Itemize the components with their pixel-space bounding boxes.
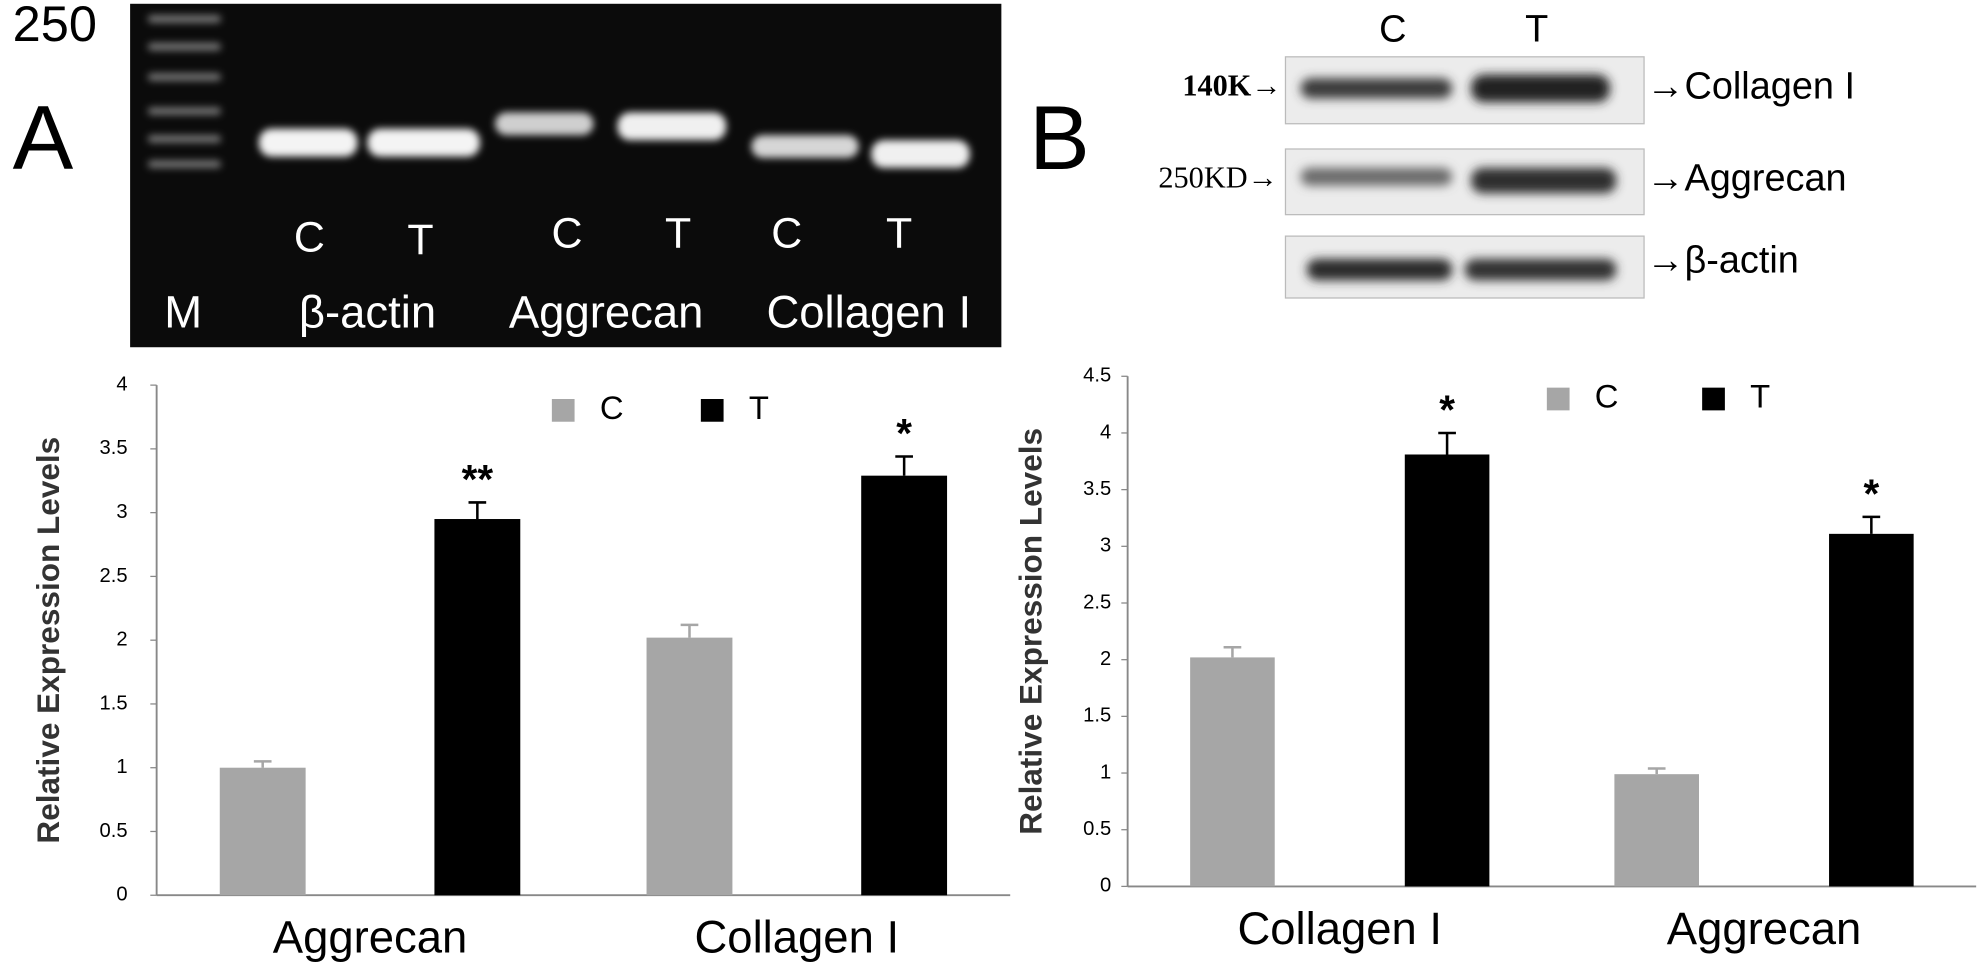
gel-background bbox=[130, 3, 1002, 348]
y-tick-label: 2 bbox=[116, 629, 127, 651]
bar bbox=[1404, 454, 1490, 887]
significance-mark: * bbox=[896, 410, 912, 456]
error-bar bbox=[1647, 767, 1666, 775]
gene-label: M bbox=[164, 287, 202, 338]
y-tick-label: 2.5 bbox=[1083, 591, 1111, 613]
panel-label-bg bbox=[6, 88, 85, 190]
gene-label: Aggrecan bbox=[509, 287, 704, 338]
error-bar bbox=[895, 455, 913, 476]
bar bbox=[1614, 774, 1699, 887]
y-tick-label: 4 bbox=[1100, 421, 1111, 443]
legend-swatch bbox=[551, 399, 575, 422]
y-tick-label: 0 bbox=[1100, 875, 1111, 897]
error-bar bbox=[1223, 645, 1242, 658]
panel-label: B bbox=[1029, 88, 1090, 189]
bar bbox=[1829, 533, 1914, 887]
bar bbox=[1190, 657, 1275, 887]
gel-a: 250 A C T C T C T M β-actin Aggrecan Col… bbox=[6, 0, 1002, 348]
y-tick-label: 4.5 bbox=[1083, 365, 1111, 387]
error-bar bbox=[680, 623, 699, 638]
lane-label: T bbox=[1525, 9, 1548, 51]
y-tick-label: 3.5 bbox=[1083, 478, 1111, 500]
x-tick-label: Collagen I bbox=[1237, 903, 1442, 954]
size-label: 250KD→ bbox=[1158, 161, 1278, 195]
significance-mark: ** bbox=[462, 456, 494, 502]
y-tick-label: 2 bbox=[1100, 648, 1111, 670]
blot-b: B C T 140K→ 250KD→ →Collagen I →Aggrecan… bbox=[1029, 9, 1855, 299]
panel-label: A bbox=[13, 88, 74, 189]
gene-label: β-actin bbox=[299, 287, 436, 338]
lane-label: C bbox=[294, 213, 325, 261]
ladder bbox=[147, 15, 222, 168]
significance-mark: * bbox=[1439, 386, 1455, 432]
bar bbox=[219, 767, 306, 896]
y-tick-label: 4 bbox=[116, 373, 127, 395]
blot-bands bbox=[1300, 74, 1617, 281]
gene-label: Collagen I bbox=[766, 287, 971, 338]
lane-label: C bbox=[552, 209, 583, 257]
bar bbox=[861, 475, 948, 896]
y-tick-label: 1 bbox=[1100, 761, 1111, 783]
legend-label: T bbox=[1750, 378, 1770, 415]
lane-label: T bbox=[886, 209, 912, 257]
protein-label: →Collagen I bbox=[1647, 65, 1855, 107]
y-tick-label: 0 bbox=[116, 884, 127, 906]
lane-labels: C T C T C T bbox=[294, 209, 912, 263]
significance-mark: * bbox=[1863, 470, 1879, 516]
marker-label: 250 bbox=[13, 0, 97, 52]
gel-bands bbox=[258, 112, 970, 168]
protein-label: →β-actin bbox=[1647, 240, 1799, 282]
error-bar bbox=[468, 501, 487, 520]
y-axis-label: Relative Expression Levels bbox=[30, 437, 66, 844]
legend-label: C bbox=[1595, 378, 1619, 415]
x-tick-label: Aggrecan bbox=[1667, 903, 1862, 954]
lane-label: T bbox=[407, 216, 433, 264]
legend-swatch bbox=[1546, 387, 1570, 411]
y-tick-label: 3 bbox=[116, 501, 127, 523]
x-tick-label: Collagen I bbox=[695, 912, 900, 963]
legend-label: T bbox=[749, 389, 769, 426]
legend-label: C bbox=[600, 389, 624, 426]
y-tick-label: 1.5 bbox=[1083, 705, 1111, 727]
y-tick-label: 1.5 bbox=[100, 692, 128, 714]
y-tick-label: 1 bbox=[116, 756, 127, 778]
gene-labels: M β-actin Aggrecan Collagen I bbox=[164, 287, 971, 338]
lane-label: T bbox=[665, 209, 691, 257]
protein-label: →Aggrecan bbox=[1647, 158, 1847, 200]
legend-swatch bbox=[700, 399, 724, 422]
size-label: 140K→ bbox=[1182, 68, 1281, 102]
lane-label: C bbox=[1379, 9, 1406, 51]
error-bar bbox=[1862, 515, 1881, 534]
y-tick-label: 3.5 bbox=[100, 437, 128, 459]
y-tick-label: 0.5 bbox=[100, 820, 128, 842]
legend-swatch bbox=[1702, 387, 1725, 411]
lane-label: C bbox=[771, 209, 802, 257]
error-bar bbox=[1438, 431, 1456, 455]
bar bbox=[434, 519, 521, 896]
error-bar bbox=[253, 760, 272, 768]
x-tick-label: Aggrecan bbox=[273, 912, 468, 963]
y-axis-label: Relative Expression Levels bbox=[1012, 428, 1048, 835]
bar bbox=[646, 637, 733, 896]
y-tick-label: 0.5 bbox=[1083, 818, 1111, 840]
y-tick-label: 2.5 bbox=[100, 565, 128, 587]
y-tick-label: 3 bbox=[1100, 535, 1111, 557]
